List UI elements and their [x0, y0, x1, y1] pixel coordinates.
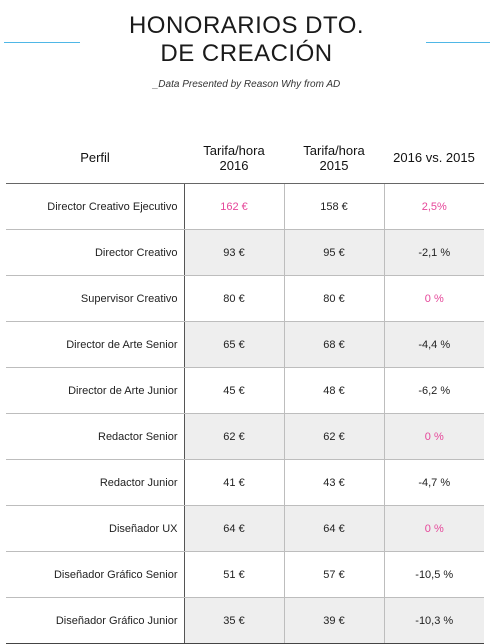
cell-tarifa-2016: 51 €	[183, 551, 284, 598]
table-row: Diseñador Gráfico Senior 51 € 57 € -10,5…	[6, 551, 484, 598]
cell-tarifa-2015: 48 €	[283, 367, 384, 414]
cell-tarifa-2015: 95 €	[283, 229, 384, 276]
cell-tarifa-2015: 68 €	[283, 321, 384, 368]
cell-tarifa-2016: 64 €	[183, 505, 284, 552]
cell-perfil: Redactor Junior	[6, 459, 184, 506]
table-row: Redactor Junior 41 € 43 € -4,7 %	[6, 459, 484, 506]
cell-diff: 0 %	[383, 275, 484, 322]
page-title-line-1: HONORARIOS DTO.	[128, 12, 365, 39]
cell-tarifa-2015: 39 €	[283, 597, 384, 644]
cell-tarifa-2015: 158 €	[283, 183, 384, 230]
cell-tarifa-2016: 93 €	[183, 229, 284, 276]
cell-diff: -10,3 %	[383, 597, 484, 644]
cell-tarifa-2015: 62 €	[283, 413, 384, 460]
cell-perfil: Diseñador Gráfico Junior	[6, 597, 184, 644]
cell-diff: -6,2 %	[383, 367, 484, 414]
column-header-tarifa-2016-line1: Tarifa/hora	[203, 142, 265, 158]
column-header-tarifa-2016: Tarifa/hora 2016	[184, 132, 284, 184]
cell-diff: 2,5%	[383, 183, 484, 230]
table-row: Diseñador Gráfico Junior 35 € 39 € -10,3…	[6, 597, 484, 644]
cell-diff: 0 %	[383, 505, 484, 552]
cell-perfil: Director Creativo	[6, 229, 184, 276]
table-row: Redactor Senior 62 € 62 € 0 %	[6, 413, 484, 460]
column-header-comparison: 2016 vs. 2015	[384, 132, 484, 184]
cell-tarifa-2016: 41 €	[183, 459, 284, 506]
table-row: Director de Arte Senior 65 € 68 € -4,4 %	[6, 321, 484, 368]
column-header-tarifa-2015: Tarifa/hora 2015	[284, 132, 384, 184]
column-header-perfil: Perfil	[6, 132, 184, 184]
cell-diff: -10,5 %	[383, 551, 484, 598]
table-header-row: Perfil Tarifa/hora 2016 Tarifa/hora 2015…	[6, 132, 484, 184]
column-header-tarifa-2015-line1: Tarifa/hora	[303, 142, 365, 158]
cell-tarifa-2015: 57 €	[283, 551, 384, 598]
cell-perfil: Director Creativo Ejecutivo	[6, 183, 184, 230]
cell-perfil: Director de Arte Junior	[6, 367, 184, 414]
cell-tarifa-2015: 64 €	[283, 505, 384, 552]
page-title-line-2: DE CREACIÓN	[160, 40, 333, 67]
cell-perfil: Diseñador Gráfico Senior	[6, 551, 184, 598]
cell-tarifa-2016: 45 €	[183, 367, 284, 414]
rates-table: Perfil Tarifa/hora 2016 Tarifa/hora 2015…	[6, 132, 484, 644]
title-accent-line-left	[4, 42, 80, 43]
table-row: Diseñador UX 64 € 64 € 0 %	[6, 505, 484, 552]
page-title: HONORARIOS DTO. DE CREACIÓN	[0, 12, 493, 68]
cell-perfil: Director de Arte Senior	[6, 321, 184, 368]
table-row: Director de Arte Junior 45 € 48 € -6,2 %	[6, 367, 484, 414]
cell-tarifa-2016: 162 €	[183, 183, 284, 230]
cell-diff: 0 %	[383, 413, 484, 460]
cell-tarifa-2015: 80 €	[283, 275, 384, 322]
cell-perfil: Diseñador UX	[6, 505, 184, 552]
cell-tarifa-2016: 65 €	[183, 321, 284, 368]
cell-diff: -4,7 %	[383, 459, 484, 506]
cell-tarifa-2016: 62 €	[183, 413, 284, 460]
table-row: Director Creativo 93 € 95 € -2,1 %	[6, 229, 484, 276]
cell-tarifa-2015: 43 €	[283, 459, 384, 506]
table-row: Director Creativo Ejecutivo 162 € 158 € …	[6, 183, 484, 230]
cell-tarifa-2016: 35 €	[183, 597, 284, 644]
page-subtitle: _Data Presented by Reason Why from AD	[152, 79, 341, 90]
cell-perfil: Redactor Senior	[6, 413, 184, 460]
column-header-tarifa-2015-line2: 2015	[319, 157, 349, 173]
cell-tarifa-2016: 80 €	[183, 275, 284, 322]
cell-diff: -2,1 %	[383, 229, 484, 276]
title-accent-line-right	[426, 42, 490, 43]
cell-perfil: Supervisor Creativo	[6, 275, 184, 322]
column-header-tarifa-2016-line2: 2016	[219, 157, 249, 173]
cell-diff: -4,4 %	[383, 321, 484, 368]
table-row: Supervisor Creativo 80 € 80 € 0 %	[6, 275, 484, 322]
